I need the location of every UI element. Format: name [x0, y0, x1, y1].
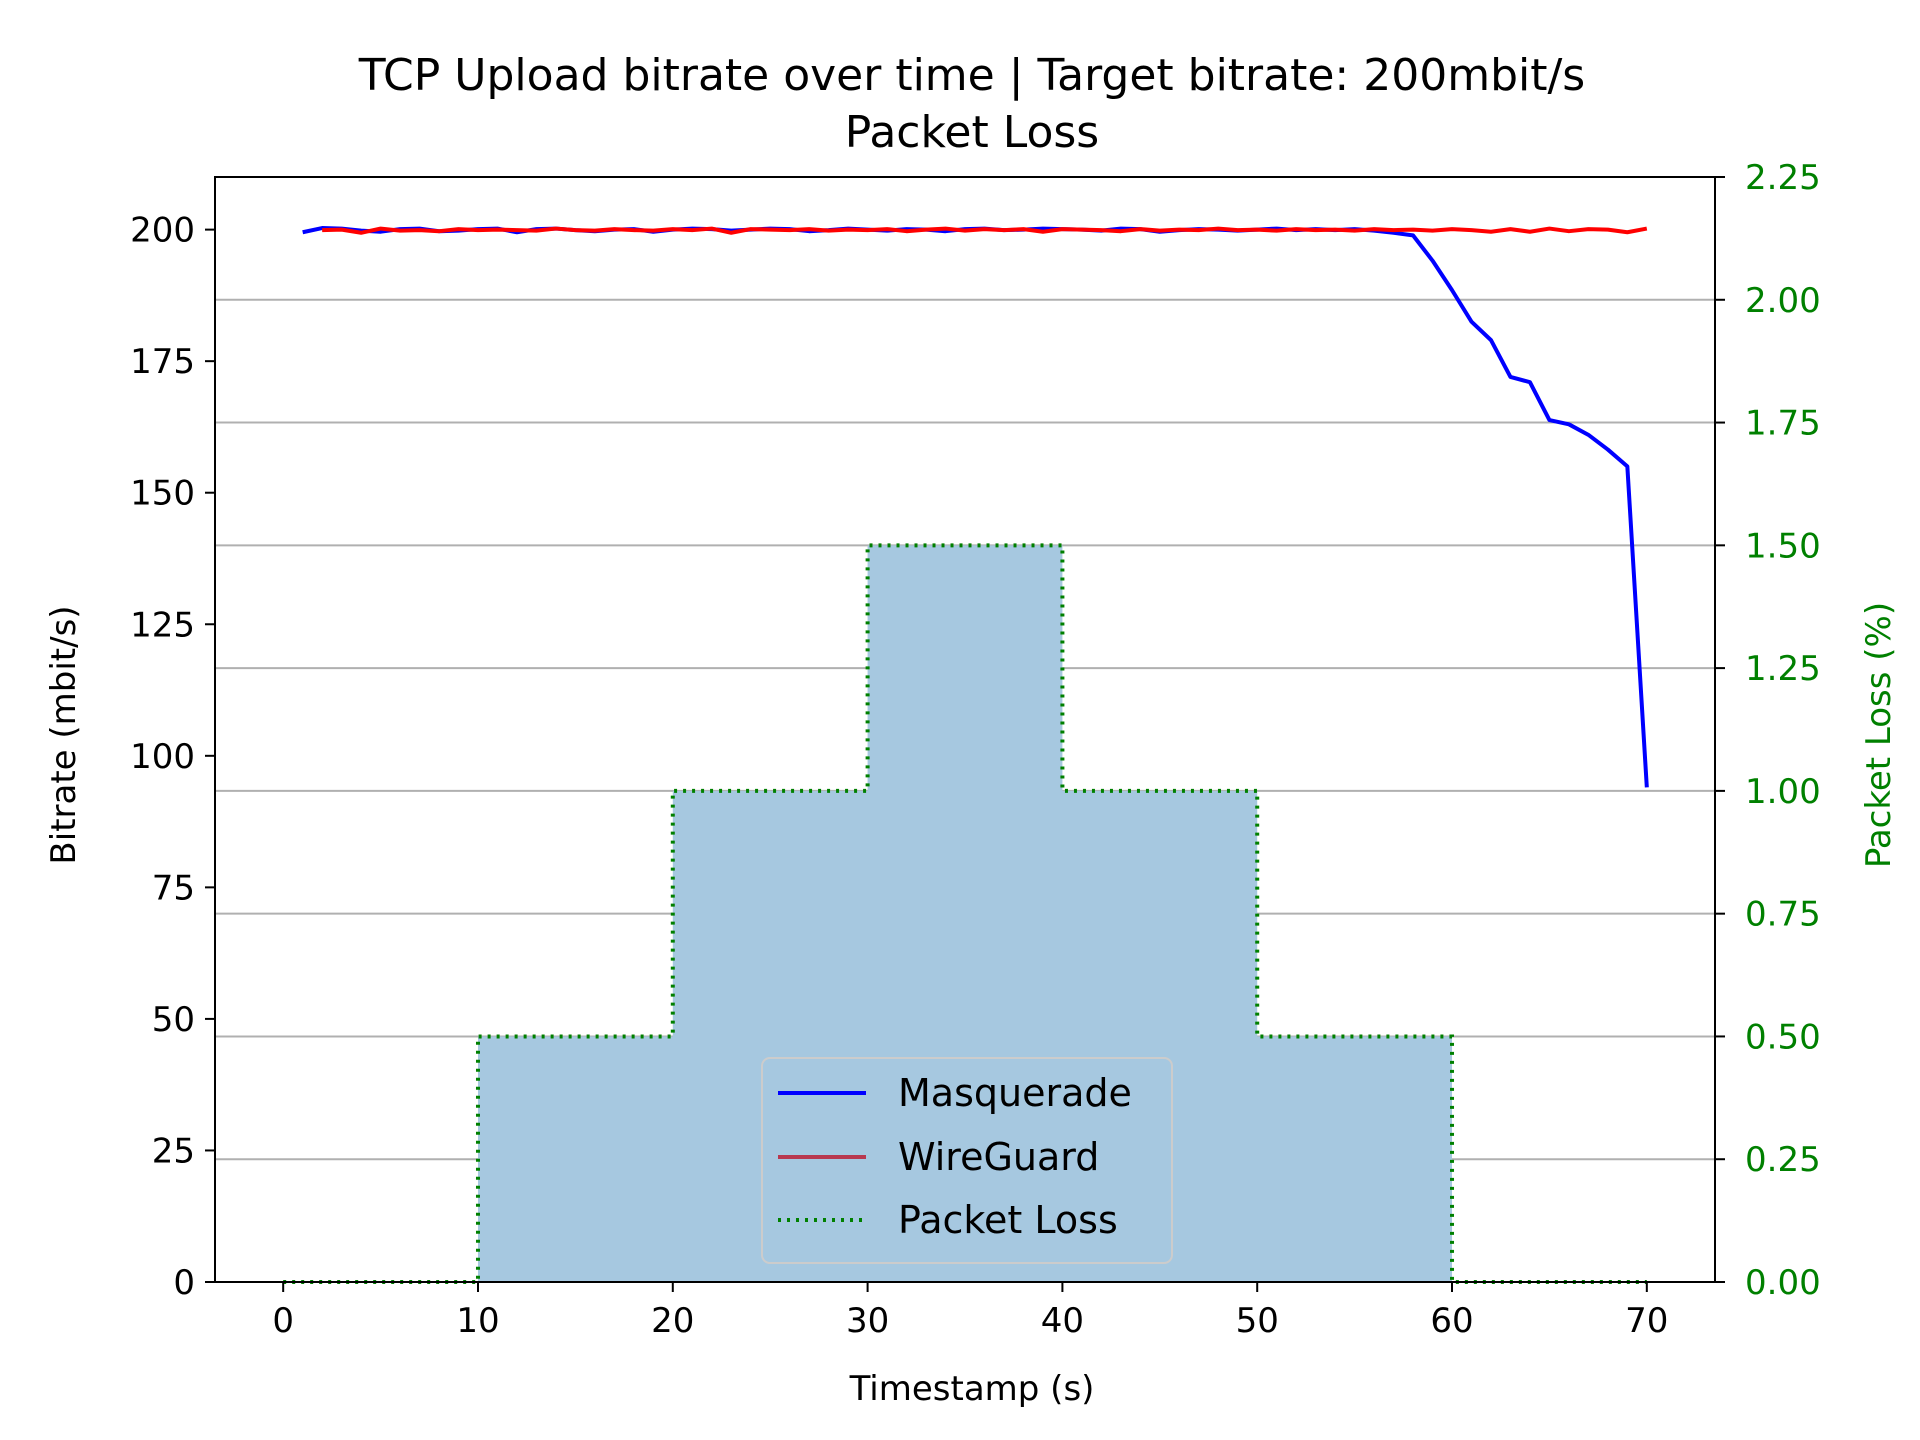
chart-title: TCP Upload bitrate over time | Target bi… — [358, 50, 1585, 101]
x-tick-label: 60 — [1430, 1301, 1473, 1341]
plot-frame — [214, 176, 1716, 1283]
y-tick-label: 100 — [130, 737, 195, 777]
y2-tick-label: 2.25 — [1745, 158, 1821, 198]
y2-axis-ticks: 0.00 0.25 0.50 0.75 1.00 1.25 1.50 1.75 2.00 2.25 — [1715, 158, 1821, 1303]
x-tick-label: 10 — [456, 1301, 499, 1341]
y-tick-label: 150 — [130, 474, 195, 514]
legend-label-wireguard: WireGuard — [898, 1135, 1099, 1179]
x-tick-label: 30 — [846, 1301, 889, 1341]
y2-tick-label: 1.75 — [1745, 404, 1821, 444]
y2-tick-label: 1.00 — [1745, 772, 1821, 812]
x-tick-label: 0 — [272, 1301, 294, 1341]
y-tick-label: 50 — [152, 1000, 195, 1040]
x-tick-label: 40 — [1041, 1301, 1084, 1341]
chart-subtitle: Packet Loss — [845, 107, 1099, 158]
y-tick-label: 200 — [130, 211, 195, 251]
y-axis-title: Bitrate (mbit/s) — [44, 605, 84, 864]
packet-loss-area — [283, 545, 1647, 1282]
y-axis-ticks: 0 25 50 75 100 125 150 175 200 — [130, 211, 215, 1303]
series-lines — [283, 226, 1649, 1284]
x-axis-ticks: 0 10 20 30 40 50 60 70 — [272, 1282, 1668, 1341]
y2-tick-label: 0.25 — [1745, 1140, 1821, 1180]
y2-tick-label: 0.00 — [1745, 1263, 1821, 1303]
legend-frame — [761, 1057, 1173, 1264]
y2-tick-label: 0.75 — [1745, 895, 1821, 935]
y2-tick-label: 1.50 — [1745, 526, 1821, 566]
y2-tick-label: 0.50 — [1745, 1017, 1821, 1057]
legend-label-masquerade: Masquerade — [898, 1071, 1132, 1115]
legend: Masquerade WireGuard Packet Loss — [761, 1057, 1173, 1264]
x-tick-label: 50 — [1236, 1301, 1279, 1341]
x-axis-title: Timestamp (s) — [849, 1369, 1095, 1409]
legend-label-packet-loss: Packet Loss — [898, 1198, 1118, 1242]
y-tick-label: 75 — [152, 868, 195, 908]
x-tick-label: 20 — [651, 1301, 694, 1341]
y-tick-label: 125 — [130, 605, 195, 645]
wireguard-line — [322, 226, 1648, 235]
x-tick-label: 70 — [1625, 1301, 1668, 1341]
y2-axis-title: Packet Loss (%) — [1859, 602, 1899, 868]
y-tick-label: 0 — [173, 1263, 195, 1303]
y-tick-label: 25 — [152, 1131, 195, 1171]
y-tick-label: 175 — [130, 342, 195, 382]
y2-tick-label: 1.25 — [1745, 649, 1821, 689]
y2-tick-label: 2.00 — [1745, 281, 1821, 321]
packet-loss-fill — [283, 545, 1647, 1282]
